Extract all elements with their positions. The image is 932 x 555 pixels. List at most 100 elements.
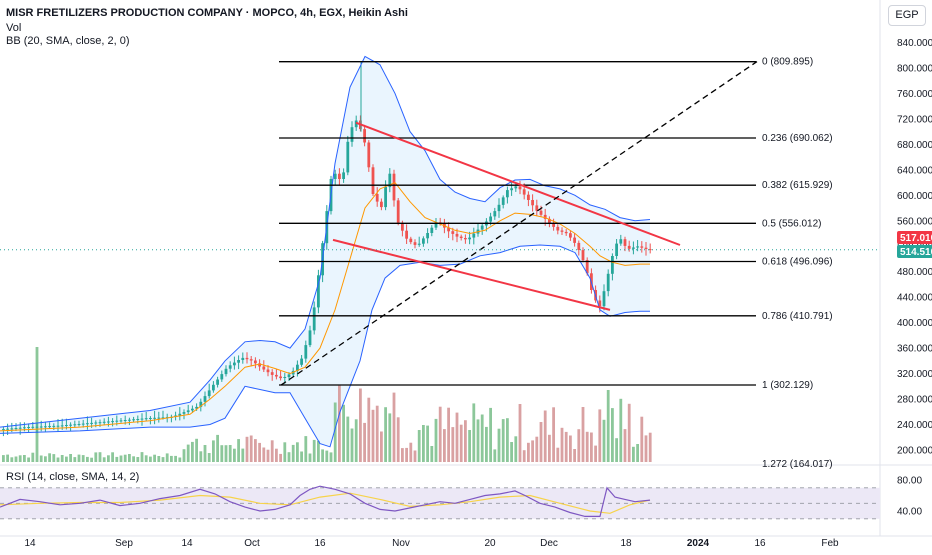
volume-bar xyxy=(266,449,270,462)
volume-bar xyxy=(636,444,639,462)
candle-body xyxy=(338,173,341,179)
candle-body xyxy=(73,424,77,426)
volume-bar xyxy=(447,407,450,462)
time-tick-label: 2024 xyxy=(687,538,710,549)
candle-body xyxy=(123,420,127,421)
fib-level-label: 0.786 (410.791) xyxy=(762,311,833,322)
candle-series xyxy=(2,115,652,437)
price-tick-label: 680.000 xyxy=(897,140,932,151)
volume-bar xyxy=(325,450,329,462)
candle-body xyxy=(270,372,274,375)
volume-bar xyxy=(191,441,194,462)
volume-bar xyxy=(329,452,333,462)
volume-bar xyxy=(90,457,93,462)
candle-body xyxy=(619,239,623,244)
volume-bar xyxy=(640,416,644,462)
candle-body xyxy=(459,236,463,238)
volume-bar xyxy=(468,430,471,462)
price-tick-label: 840.000 xyxy=(897,38,932,49)
fib-level-label: 0 (809.895) xyxy=(762,57,813,68)
candle-body xyxy=(451,231,455,234)
volume-bar xyxy=(321,449,324,462)
candle-body xyxy=(224,368,228,375)
volume-bar xyxy=(283,442,287,462)
time-tick-label: 16 xyxy=(754,538,766,549)
candle-body xyxy=(23,427,26,429)
time-tick-label: Sep xyxy=(115,538,133,549)
candle-body xyxy=(39,426,43,428)
volume-bar xyxy=(367,397,371,462)
volume-bar xyxy=(422,425,425,462)
candle-body xyxy=(636,246,639,248)
volume-bar xyxy=(10,457,14,462)
currency-button[interactable]: EGP xyxy=(888,5,926,26)
candle-body xyxy=(140,418,144,420)
rsi-ma-line xyxy=(0,492,651,514)
volume-bar xyxy=(648,432,652,462)
volume-bar xyxy=(241,448,245,462)
candle-body xyxy=(178,413,182,416)
candle-body xyxy=(317,275,320,308)
volume-bar xyxy=(170,455,173,462)
volume-bar xyxy=(39,455,43,462)
volume-bar xyxy=(254,439,257,462)
candle-body xyxy=(279,376,282,379)
volume-bar xyxy=(107,455,110,462)
last-price-value: 517.010 xyxy=(900,233,932,244)
candle-body xyxy=(602,291,606,307)
candle-body xyxy=(107,421,110,423)
candle-body xyxy=(510,188,513,191)
volume-bar xyxy=(60,455,64,462)
volume-bar xyxy=(258,442,261,462)
volume-bar xyxy=(6,454,9,462)
bb-label: BB (20, SMA, close, 2, 0) xyxy=(6,35,130,47)
candle-body xyxy=(161,417,165,419)
fib-level-label: 0.5 (556.012) xyxy=(762,218,822,229)
volume-bar xyxy=(472,403,476,462)
volume-bar xyxy=(388,413,392,462)
volume-bar xyxy=(18,455,22,462)
volume-bar xyxy=(451,427,455,462)
candle-body xyxy=(233,362,236,366)
volume-bar xyxy=(220,445,224,462)
candle-body xyxy=(531,200,534,206)
volume-bar xyxy=(94,452,98,462)
candle-body xyxy=(6,428,9,430)
candle-body xyxy=(522,189,526,195)
rsi-line xyxy=(0,485,651,518)
volume-bar xyxy=(275,448,278,462)
candle-body xyxy=(90,422,93,424)
volume-bar xyxy=(56,457,60,462)
bb-upper-line xyxy=(0,55,651,428)
volume-bar xyxy=(237,439,240,462)
candle-body xyxy=(375,194,379,202)
volume-bar xyxy=(81,455,85,462)
time-tick-label: Nov xyxy=(392,538,410,549)
last-price-tag xyxy=(897,231,932,244)
volume-bar xyxy=(497,428,501,462)
candle-body xyxy=(548,218,551,223)
channel-trend-line xyxy=(332,238,611,311)
candle-body xyxy=(464,238,467,240)
volume-bar xyxy=(123,454,127,462)
candle-body xyxy=(472,233,476,238)
volume-bar xyxy=(409,442,413,462)
volume-bar xyxy=(233,448,236,462)
volume-bar xyxy=(304,436,308,462)
candle-body xyxy=(186,410,190,413)
volume-bar xyxy=(615,438,618,462)
volume-bar xyxy=(602,419,606,462)
volume-bar xyxy=(417,430,421,462)
candle-body xyxy=(111,421,114,423)
volume-bar xyxy=(443,429,446,462)
candle-body xyxy=(401,222,404,231)
volume-bar xyxy=(434,418,438,462)
candle-body xyxy=(35,426,39,428)
price-tick-label: 320.000 xyxy=(897,369,932,380)
volume-bar xyxy=(77,454,81,462)
volume-bar xyxy=(342,404,345,462)
volume-bar xyxy=(564,431,568,462)
candle-body xyxy=(81,423,85,425)
volume-bar xyxy=(262,447,266,462)
